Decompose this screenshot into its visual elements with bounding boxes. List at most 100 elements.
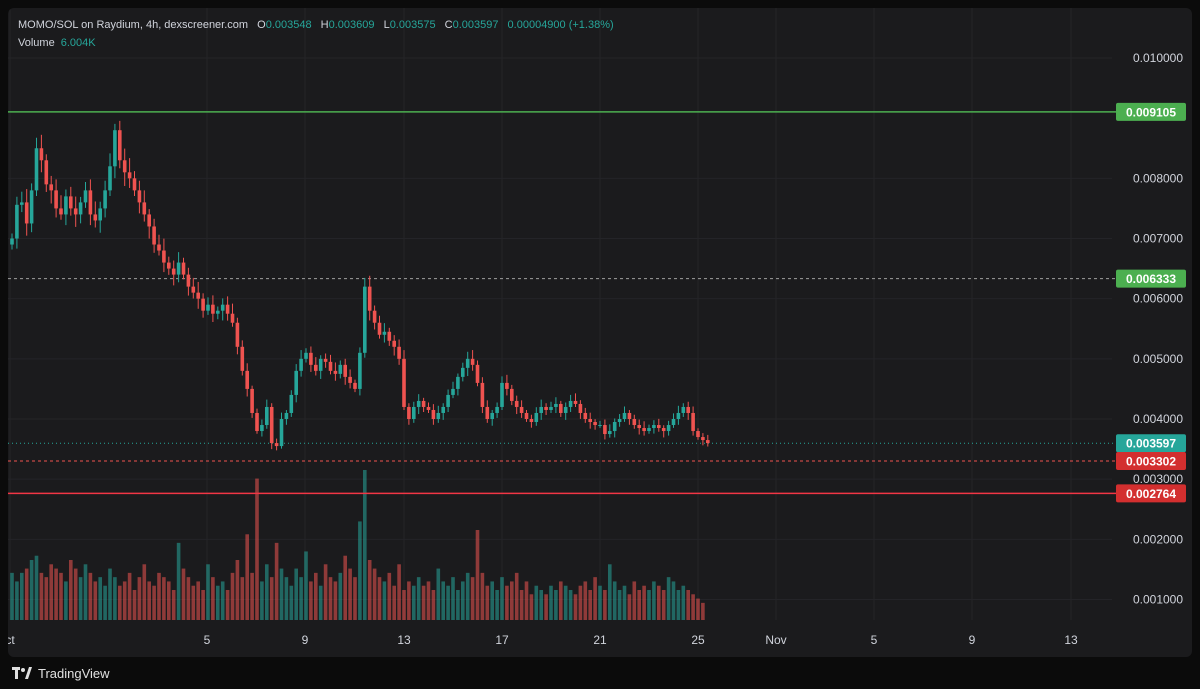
- volume-bar: [162, 577, 166, 620]
- candle-body: [265, 406, 269, 426]
- price-label-box: [1116, 484, 1186, 503]
- volume-bar: [98, 577, 102, 620]
- candle-body: [524, 412, 529, 419]
- candle-body: [250, 388, 254, 413]
- price-axis[interactable]: 0.010000 0.008000 0.007000 0.006000 0.005000…: [1116, 51, 1186, 607]
- volume-bar: [608, 564, 612, 620]
- price-label-resistance: 0.006333: [1116, 269, 1186, 288]
- volume-bar: [603, 590, 607, 620]
- volume-bar: [34, 555, 39, 620]
- volume-bar: [505, 585, 509, 620]
- candle-body: [706, 440, 710, 444]
- candle-body: [519, 406, 524, 413]
- volume-bar: [29, 560, 34, 620]
- volume-bar: [573, 594, 578, 620]
- price-label-resistance: 0.009105: [1116, 102, 1186, 121]
- volume-bar: [456, 590, 460, 620]
- candle-body: [157, 244, 161, 251]
- candle-body: [451, 388, 455, 395]
- volume-bar: [632, 581, 637, 620]
- candle-body: [20, 202, 24, 205]
- candle-body: [201, 298, 205, 311]
- volume-bar: [686, 590, 690, 620]
- volume-bar: [20, 572, 24, 620]
- volume-bar: [152, 585, 156, 620]
- volume-bar: [69, 560, 73, 620]
- price-label-text: 0.006333: [1126, 272, 1176, 286]
- tradingview-logo-icon[interactable]: [12, 667, 32, 679]
- price-chart[interactable]: 0.010000 0.008000 0.007000 0.006000 0.005000…: [8, 8, 1192, 657]
- volume-bar: [73, 568, 78, 620]
- candle-body: [309, 352, 313, 365]
- candle-body: [206, 304, 210, 311]
- candle-body: [299, 358, 303, 371]
- volume-bar: [451, 577, 455, 620]
- volume-bar: [554, 590, 558, 620]
- candle-body: [191, 286, 196, 293]
- volume-bar: [216, 585, 220, 620]
- low-value: 0.003575: [389, 19, 436, 31]
- candle-body: [426, 406, 431, 410]
- candle-body: [64, 196, 68, 215]
- candle-body: [343, 364, 347, 377]
- candle-body: [225, 304, 230, 314]
- volume-bar: [372, 568, 377, 620]
- candle-body: [681, 406, 686, 413]
- candle-body: [15, 204, 19, 239]
- volume-bar: [122, 581, 127, 620]
- candle-body: [372, 310, 377, 323]
- candle-body: [559, 403, 563, 413]
- volume-bar: [108, 568, 112, 620]
- volume-bar: [465, 572, 470, 620]
- volume-bar: [627, 594, 632, 620]
- volume-bar: [519, 590, 524, 620]
- volume-bar: [470, 577, 475, 620]
- candle-body: [132, 178, 137, 191]
- candle-body: [39, 148, 44, 161]
- candle-body: [108, 166, 112, 191]
- volume-bar: [358, 521, 362, 620]
- candle-body: [93, 214, 98, 221]
- candle-body: [29, 190, 34, 224]
- candle-body: [470, 358, 475, 365]
- x-tick-label: 25: [691, 633, 705, 647]
- candle-body: [397, 346, 401, 359]
- candle-body: [529, 419, 534, 423]
- volume-bar: [294, 568, 298, 620]
- y-tick-label: 0.007000: [1133, 232, 1183, 246]
- price-label-support: 0.002764: [1116, 484, 1186, 503]
- candle-body: [387, 331, 392, 341]
- volume-bar: [201, 590, 205, 620]
- candle-body: [563, 406, 568, 413]
- tradingview-brand[interactable]: TradingView: [38, 665, 110, 681]
- chart-area[interactable]: 0.010000 0.008000 0.007000 0.006000 0.005000…: [8, 8, 1192, 657]
- price-label-text: 0.002764: [1126, 487, 1176, 501]
- volume-bar: [157, 572, 161, 620]
- candle-body: [363, 286, 367, 353]
- candle-body: [598, 425, 602, 427]
- candle-body: [69, 196, 73, 209]
- close-value: 0.003597: [452, 19, 499, 31]
- price-label-text: 0.003302: [1126, 454, 1176, 468]
- volume-bar: [118, 585, 122, 620]
- volume-bar: [225, 590, 230, 620]
- volume-bar: [127, 572, 132, 620]
- volume-bar: [260, 581, 264, 620]
- time-axis[interactable]: ct 5 9 13 17 21 25 Nov 5 9 13: [8, 633, 1078, 647]
- candle-body: [137, 190, 142, 203]
- price-label-text: 0.009105: [1126, 105, 1176, 119]
- candle-body: [500, 382, 504, 407]
- candle-body: [167, 262, 171, 269]
- candle-body: [230, 313, 235, 323]
- volume-bar: [701, 602, 705, 620]
- volume-bar: [206, 564, 210, 620]
- candle-body: [588, 419, 592, 423]
- volume-bar: [485, 585, 490, 620]
- candle-body: [465, 358, 470, 368]
- x-tick-label: 13: [397, 633, 411, 647]
- candle-body: [568, 400, 573, 407]
- volume-bar: [15, 581, 19, 620]
- candle-body: [583, 412, 588, 419]
- volume-bar: [568, 590, 573, 620]
- candle-body: [24, 202, 29, 224]
